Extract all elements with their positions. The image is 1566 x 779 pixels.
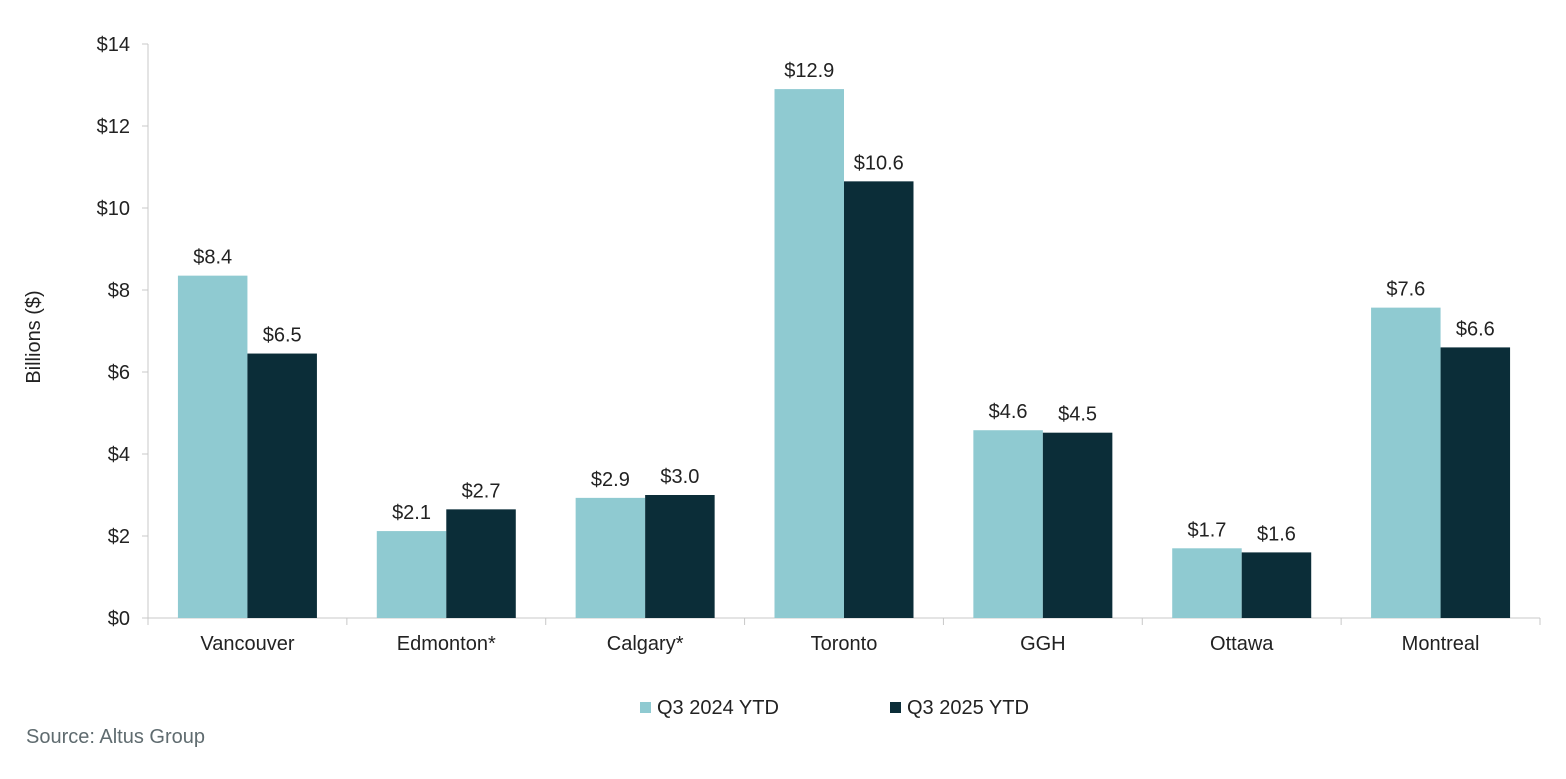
bar-q3-2024	[177, 275, 248, 618]
y-axis-title: Billions ($)	[23, 290, 45, 383]
data-labels: $8.4 $2.1 $2.9 $12.9 $4.6 $1.7 $7.6 $6.5 $2.7 $3.…	[193, 60, 1495, 545]
x-tick-label: Edmonton*	[397, 633, 496, 655]
bar-q3-2025	[645, 495, 715, 618]
bar-q3-2025	[247, 353, 317, 618]
legend-swatch	[890, 702, 901, 713]
y-tick-label: $14	[97, 34, 130, 56]
data-label: $7.6	[1386, 279, 1425, 301]
y-tick-label: $12	[97, 116, 130, 138]
x-tick-label: Vancouver	[200, 633, 294, 655]
bar-q3-2024	[1172, 548, 1242, 618]
y-axis: $0 $2 $4 $6 $8 $10 $12 $14	[97, 34, 149, 630]
data-label: $1.6	[1257, 523, 1296, 545]
bar-q3-2024	[575, 497, 646, 618]
x-axis: Vancouver Edmonton* Calgary* Toronto GGH Otta…	[147, 617, 1541, 655]
bar-q3-2024	[376, 531, 447, 618]
y-tick-label: $2	[108, 526, 130, 548]
data-label: $2.9	[591, 469, 630, 491]
bar-q3-2024	[1371, 307, 1441, 618]
source-note: Source: Altus Group	[26, 726, 205, 748]
data-label: $3.0	[660, 466, 699, 488]
y-tick-label: $4	[108, 444, 130, 466]
data-label: $2.1	[392, 502, 431, 524]
legend-swatch	[640, 702, 651, 713]
bars	[177, 89, 1511, 619]
bar-q3-2024	[973, 430, 1043, 618]
bar-q3-2024	[774, 89, 844, 619]
data-label: $6.5	[263, 325, 302, 347]
bar-q3-2025	[1440, 347, 1511, 618]
legend: Q3 2024 YTD Q3 2025 YTD	[640, 697, 1029, 719]
x-tick-label: Montreal	[1402, 633, 1480, 655]
y-tick-label: $8	[108, 280, 130, 302]
data-label: $10.6	[854, 152, 904, 174]
data-label: $8.4	[193, 247, 232, 269]
bar-q3-2025	[844, 181, 914, 618]
data-label: $2.7	[462, 480, 501, 502]
legend-label: Q3 2024 YTD	[657, 697, 779, 719]
legend-label: Q3 2025 YTD	[907, 697, 1029, 719]
bar-q3-2025	[1042, 432, 1113, 618]
data-label: $4.6	[989, 401, 1028, 423]
y-tick-label: $6	[108, 362, 130, 384]
bar-q3-2025	[446, 509, 516, 618]
x-tick-label: Ottawa	[1210, 633, 1274, 655]
y-tick-label: $0	[108, 608, 130, 630]
data-label: $12.9	[784, 60, 834, 82]
x-tick-label: Calgary*	[607, 633, 684, 655]
data-label: $4.5	[1058, 404, 1097, 426]
data-label: $6.6	[1456, 318, 1495, 340]
data-label: $1.7	[1187, 519, 1226, 541]
x-tick-label: Toronto	[811, 633, 878, 655]
bar-q3-2025	[1241, 552, 1312, 618]
y-tick-label: $10	[97, 198, 130, 220]
x-tick-label: GGH	[1020, 633, 1066, 655]
